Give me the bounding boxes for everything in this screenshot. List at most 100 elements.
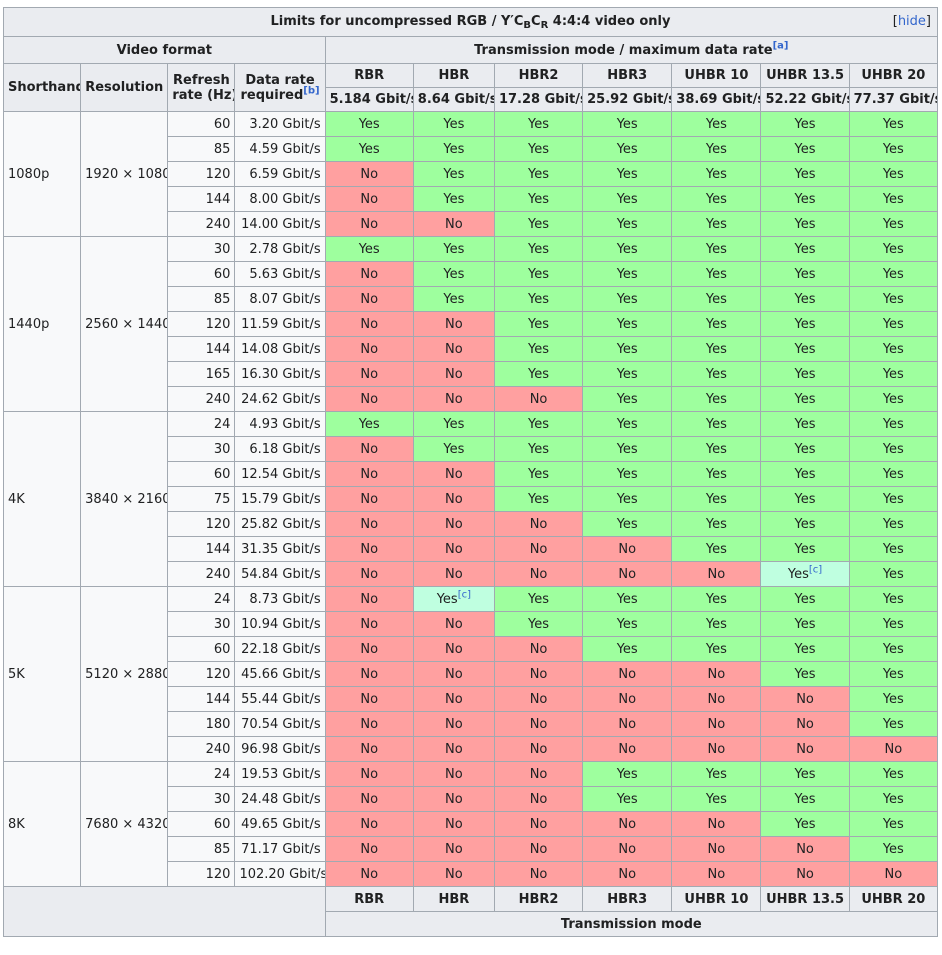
support-cell-no: No (582, 561, 673, 587)
refresh-rate-cell: 120 (167, 661, 236, 687)
refresh-rate-cell: 144 (167, 186, 236, 212)
support-cell-yes: Yes (848, 836, 939, 862)
support-cell-no: No (412, 511, 495, 537)
support-cell-yes: Yes (760, 436, 850, 462)
support-cell-yes: Yes (671, 286, 762, 312)
support-cell-no: No (412, 836, 495, 862)
support-cell-yes: Yes (582, 461, 673, 487)
support-cell-yes: Yes (582, 786, 673, 812)
support-cell-no: No (324, 536, 414, 562)
footer-mode: HBR2 (493, 886, 584, 912)
table-row: 240 96.98 Gbit/s No No No No No No No (4, 736, 939, 762)
support-cell-yes: Yes (848, 811, 939, 837)
support-cell-no: No (412, 536, 495, 562)
support-cell-no: No (493, 636, 584, 662)
table-row: 240 24.62 Gbit/s No No No Yes Yes Yes Yes (4, 386, 939, 412)
support-cell-yes: Yes (671, 786, 762, 812)
data-rate-cell: 12.54 Gbit/s (234, 461, 326, 487)
support-cell-yes: Yes (324, 236, 414, 262)
footnote-b-link[interactable]: [b] (303, 85, 320, 97)
support-cell-yes: Yes (671, 611, 762, 637)
refresh-rate-cell: 240 (167, 561, 236, 587)
support-cell-no: No (412, 486, 495, 512)
support-cell-no: No (493, 861, 584, 887)
shorthand-header: Shorthand (2, 63, 82, 112)
support-cell-no: No (412, 686, 495, 712)
support-cell-yes: Yes (848, 386, 939, 412)
support-cell-no: No (848, 861, 939, 887)
max-rate-header: 38.69 Gbit/s (671, 87, 762, 112)
support-cell-yes: Yes (671, 586, 762, 612)
support-cell-no: No (324, 636, 414, 662)
support-cell-yes: Yes (582, 386, 673, 412)
support-cell-yes: Yes (848, 161, 939, 187)
data-rate-cell: 15.79 Gbit/s (234, 486, 326, 512)
support-cell-yes: Yes (582, 761, 673, 787)
table-row: 144 14.08 Gbit/s No No Yes Yes Yes Yes Yes (4, 336, 939, 362)
support-cell-yes: Yes (493, 611, 584, 637)
support-cell-no: No (412, 786, 495, 812)
support-cell-no: No (493, 786, 584, 812)
support-cell-no: No (671, 736, 762, 762)
support-cell-yes: Yes (671, 111, 762, 137)
resolution-header: Resolution (80, 63, 169, 112)
table-row: 85 8.07 Gbit/s No Yes Yes Yes Yes Yes Yes (4, 286, 939, 312)
support-cell-yes: Yes (848, 286, 939, 312)
support-cell-yes: Yes (582, 136, 673, 162)
refresh-rate-cell: 24 (167, 761, 236, 787)
support-cell-yes: Yes (582, 161, 673, 187)
support-cell-no: No (412, 611, 495, 637)
support-cell-no: No (760, 736, 850, 762)
support-cell-yes: Yes (671, 161, 762, 187)
hide-link[interactable]: hide (897, 14, 926, 29)
refresh-rate-cell: 120 (167, 161, 236, 187)
footnote-a-link[interactable]: [a] (772, 40, 789, 52)
support-cell-yes: Yes (760, 611, 850, 637)
support-cell-yes: Yes (671, 311, 762, 337)
data-rate-cell: 70.54 Gbit/s (234, 711, 326, 737)
support-cell-yes: Yes (760, 336, 850, 362)
data-rate-cell: 8.00 Gbit/s (234, 186, 326, 212)
support-cell-yes: Yes (671, 436, 762, 462)
table-row: 120 45.66 Gbit/s No No No No No Yes Yes (4, 661, 939, 687)
support-cell-no: No (412, 636, 495, 662)
support-cell-no: No (493, 686, 584, 712)
support-cell-yes: Yes (760, 461, 850, 487)
support-cell-yes: Yes (582, 336, 673, 362)
support-cell-no: No (412, 561, 495, 587)
table-row: 120 11.59 Gbit/s No No Yes Yes Yes Yes Yes (4, 311, 939, 337)
support-cell-no: No (760, 711, 850, 737)
table-row: 30 10.94 Gbit/s No No Yes Yes Yes Yes Yes (4, 611, 939, 637)
support-cell-no: No (493, 386, 584, 412)
hide-toggle: [hide] (892, 14, 931, 29)
support-cell-yes-note: Yes[c] (760, 561, 850, 587)
max-rate-header: 77.37 Gbit/s (848, 87, 939, 112)
table-row: 30 24.48 Gbit/s No No No Yes Yes Yes Yes (4, 786, 939, 812)
support-cell-no: No (324, 811, 414, 837)
support-cell-no: No (412, 736, 495, 762)
support-cell-no: No (493, 711, 584, 737)
support-cell-no: No (412, 211, 495, 237)
support-cell-yes: Yes (493, 361, 584, 387)
support-cell-yes: Yes (412, 186, 495, 212)
table-row: 30 6.18 Gbit/s No Yes Yes Yes Yes Yes Yes (4, 436, 939, 462)
support-cell-yes: Yes (848, 561, 939, 587)
refresh-rate-cell: 24 (167, 411, 236, 437)
footer-mode: UHBR 20 (848, 886, 939, 912)
data-rate-cell: 54.84 Gbit/s (234, 561, 326, 587)
footnote-c-link[interactable]: [c] (808, 564, 823, 576)
support-cell-no: No (324, 386, 414, 412)
footnote-c-link[interactable]: [c] (457, 589, 472, 601)
support-cell-yes: Yes (493, 136, 584, 162)
support-cell-yes: Yes (671, 136, 762, 162)
support-cell-yes: Yes (582, 186, 673, 212)
support-cell-yes: Yes (760, 486, 850, 512)
support-cell-no: No (493, 811, 584, 837)
data-rate-cell: 24.62 Gbit/s (234, 386, 326, 412)
support-cell-yes: Yes (493, 261, 584, 287)
support-cell-no: No (493, 761, 584, 787)
video-format-header: Video format (3, 36, 326, 64)
support-cell-no: No (324, 761, 414, 787)
support-cell-no: No (324, 586, 414, 612)
transmission-mode-header: Transmission mode / maximum data rate[a] (324, 36, 939, 64)
